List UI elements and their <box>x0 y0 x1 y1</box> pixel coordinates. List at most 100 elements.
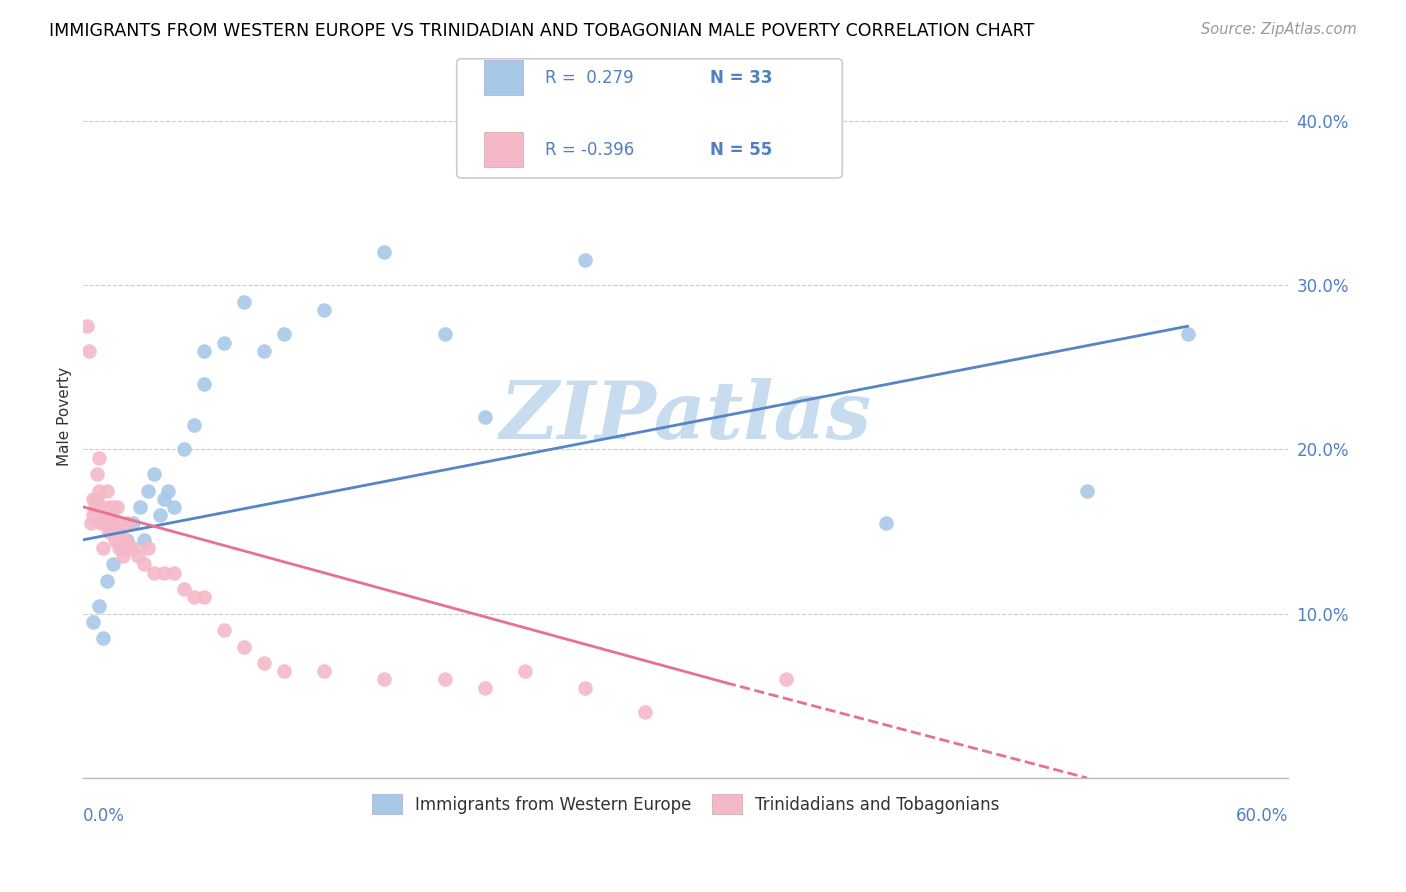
Point <box>474 681 496 695</box>
Point <box>875 516 897 531</box>
Point <box>232 640 254 654</box>
FancyBboxPatch shape <box>485 133 523 167</box>
Point <box>108 516 131 531</box>
Point <box>114 533 136 547</box>
Point <box>136 483 159 498</box>
Point <box>108 524 131 539</box>
Point <box>163 500 186 514</box>
Point <box>193 376 215 391</box>
Point <box>132 533 155 547</box>
Point <box>314 302 336 317</box>
Point <box>112 541 135 555</box>
Point <box>82 508 104 523</box>
Point <box>107 500 129 514</box>
Text: 60.0%: 60.0% <box>1236 807 1288 825</box>
Point <box>96 574 118 588</box>
Point <box>775 673 797 687</box>
Point <box>1177 327 1199 342</box>
Point <box>142 467 165 481</box>
Point <box>136 541 159 555</box>
Point <box>574 681 596 695</box>
Point <box>373 245 395 260</box>
Point <box>82 491 104 506</box>
Point <box>142 566 165 580</box>
Point <box>104 533 127 547</box>
Point <box>122 516 145 531</box>
Point <box>100 524 122 539</box>
Point <box>273 327 295 342</box>
Point <box>474 409 496 424</box>
Point <box>110 533 132 547</box>
Point <box>232 294 254 309</box>
Point <box>128 500 150 514</box>
Point <box>103 524 125 539</box>
Point <box>253 656 276 670</box>
Point <box>212 623 235 637</box>
Point <box>152 566 174 580</box>
Point <box>100 508 122 523</box>
Point <box>96 483 118 498</box>
Point <box>86 467 108 481</box>
Point <box>103 500 125 514</box>
Point <box>103 558 125 572</box>
Point <box>193 591 215 605</box>
Text: 0.0%: 0.0% <box>83 807 125 825</box>
Point <box>118 541 141 555</box>
Point <box>1076 483 1098 498</box>
Point <box>193 343 215 358</box>
Point <box>149 508 172 523</box>
Text: N = 55: N = 55 <box>710 141 772 159</box>
Point <box>89 450 111 465</box>
Point <box>94 516 117 531</box>
Point <box>112 549 135 564</box>
Point <box>104 516 127 531</box>
Point <box>183 417 205 432</box>
Point <box>93 632 115 646</box>
Point <box>433 327 456 342</box>
Point <box>132 558 155 572</box>
Text: ZIPatlas: ZIPatlas <box>499 378 872 455</box>
Y-axis label: Male Poverty: Male Poverty <box>58 367 72 467</box>
Point <box>314 664 336 678</box>
Text: Source: ZipAtlas.com: Source: ZipAtlas.com <box>1201 22 1357 37</box>
Text: N = 33: N = 33 <box>710 69 772 87</box>
Point <box>80 516 103 531</box>
Point <box>373 673 395 687</box>
Point <box>86 491 108 506</box>
Point <box>96 508 118 523</box>
Point <box>513 664 536 678</box>
Point <box>212 335 235 350</box>
Point <box>273 664 295 678</box>
Point <box>183 591 205 605</box>
Point <box>152 491 174 506</box>
Point <box>117 516 139 531</box>
Point <box>117 533 139 547</box>
Point <box>79 343 101 358</box>
Point <box>156 483 179 498</box>
Point <box>89 483 111 498</box>
Point <box>82 615 104 629</box>
Point <box>93 508 115 523</box>
Point <box>122 541 145 555</box>
Point <box>634 706 657 720</box>
Point <box>433 673 456 687</box>
Point <box>89 599 111 613</box>
Point <box>108 541 131 555</box>
FancyBboxPatch shape <box>485 60 523 95</box>
Point <box>253 343 276 358</box>
Point <box>76 319 98 334</box>
Point <box>90 500 112 514</box>
Text: IMMIGRANTS FROM WESTERN EUROPE VS TRINIDADIAN AND TOBAGONIAN MALE POVERTY CORREL: IMMIGRANTS FROM WESTERN EUROPE VS TRINID… <box>49 22 1035 40</box>
Point <box>90 516 112 531</box>
Point <box>98 500 121 514</box>
Point <box>84 500 107 514</box>
Text: R =  0.279: R = 0.279 <box>544 69 633 87</box>
Point <box>163 566 186 580</box>
Point <box>173 442 195 457</box>
Point <box>173 582 195 596</box>
Legend: Immigrants from Western Europe, Trinidadians and Tobagonians: Immigrants from Western Europe, Trinidad… <box>366 788 1007 821</box>
FancyBboxPatch shape <box>457 59 842 178</box>
Point <box>574 253 596 268</box>
Point <box>127 549 149 564</box>
Point <box>93 541 115 555</box>
